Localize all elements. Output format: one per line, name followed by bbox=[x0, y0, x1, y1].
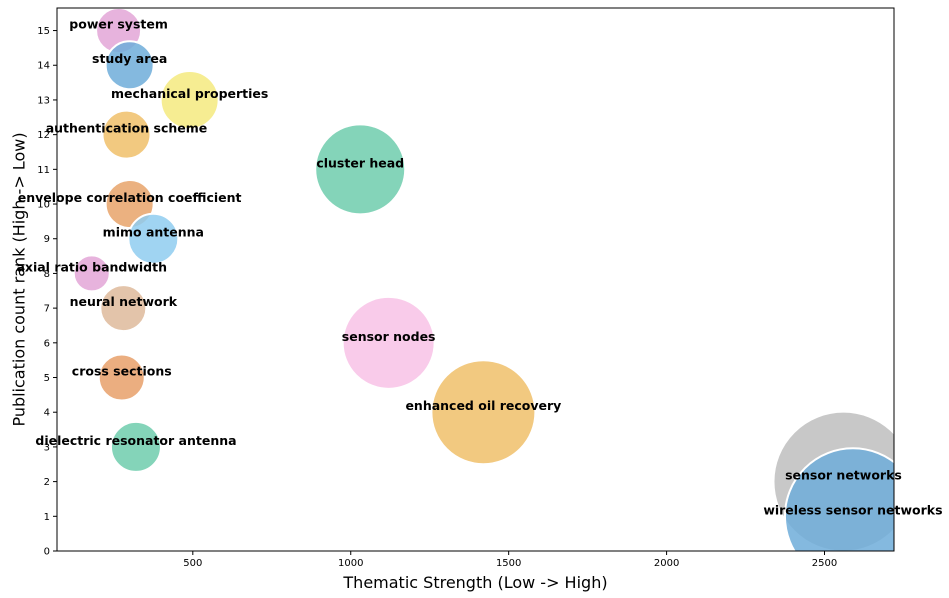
plot-frame bbox=[56, 7, 895, 552]
y-tick-label: 11 bbox=[37, 165, 50, 176]
x-tick-label: 2000 bbox=[654, 558, 679, 569]
bubble-label-cluster-head: cluster head bbox=[316, 155, 404, 170]
bubble-label-wireless-sensor-networks: wireless sensor networks bbox=[763, 502, 942, 517]
bubble-label-cross-sections: cross sections bbox=[72, 364, 172, 379]
y-tick-label: 12 bbox=[37, 130, 50, 141]
bubble-axial-ratio-bandwidth bbox=[72, 254, 111, 293]
bubble-cluster-head bbox=[314, 123, 407, 216]
bubble-neural-network bbox=[99, 284, 148, 333]
y-tick-label: 8 bbox=[44, 269, 50, 280]
bubble-mechanical-properties bbox=[159, 69, 220, 130]
y-tick-label: 4 bbox=[44, 408, 50, 419]
x-tick-label: 1500 bbox=[496, 558, 521, 569]
bubble-mimo-antenna bbox=[127, 212, 180, 265]
bubbles-layer bbox=[72, 8, 894, 551]
ticks-layer: 500 1000 1500 2000 2500012345678910111213141… bbox=[37, 26, 837, 569]
x-tick-label: 500 bbox=[183, 558, 202, 569]
bubble-label-study-area: study area bbox=[92, 51, 167, 66]
bubble-wireless-sensor-networks bbox=[783, 447, 894, 551]
x-axis-title: Thematic Strength (Low -> High) bbox=[342, 573, 607, 592]
bubble-label-dielectric-resonator-antenna: dielectric resonator antenna bbox=[35, 433, 236, 448]
bubble-label-envelope-correlation-coefficient: envelope correlation coefficient bbox=[18, 190, 242, 205]
bubble-label-sensor-networks: sensor networks bbox=[785, 468, 902, 483]
y-tick-label: 10 bbox=[37, 200, 50, 211]
labels-layer: power system study area mechanical propert… bbox=[16, 17, 942, 518]
bubble-label-neural-network: neural network bbox=[70, 294, 178, 309]
y-tick-label: 9 bbox=[44, 234, 50, 245]
bubble-sensor-nodes bbox=[341, 295, 436, 390]
y-tick-label: 14 bbox=[37, 61, 50, 72]
y-tick-label: 5 bbox=[44, 373, 50, 384]
bubble-label-mechanical-properties: mechanical properties bbox=[111, 86, 268, 101]
bubble-cross-sections bbox=[97, 353, 146, 402]
bubble-label-mimo-antenna: mimo antenna bbox=[103, 225, 204, 240]
bubble-label-enhanced-oil-recovery: enhanced oil recovery bbox=[405, 398, 561, 413]
x-tick-label: 2500 bbox=[812, 558, 837, 569]
bubble-label-axial-ratio-bandwidth: axial ratio bandwidth bbox=[16, 259, 167, 274]
bubble-label-power-system: power system bbox=[69, 17, 168, 32]
bubble-study-area bbox=[104, 40, 155, 91]
bubble-authentication-scheme bbox=[101, 109, 152, 160]
x-tick-label: 1000 bbox=[338, 558, 363, 569]
y-tick-label: 7 bbox=[44, 304, 50, 315]
y-tick-label: 1 bbox=[44, 512, 50, 523]
y-axis-title: Publication count rank (High -> Low) bbox=[10, 132, 29, 426]
bubble-dielectric-resonator-antenna bbox=[109, 420, 162, 473]
bubble-label-authentication-scheme: authentication scheme bbox=[46, 121, 208, 136]
bubble-enhanced-oil-recovery bbox=[430, 359, 537, 466]
bubble-label-sensor-nodes: sensor nodes bbox=[342, 329, 436, 344]
y-tick-label: 3 bbox=[44, 442, 50, 453]
y-tick-label: 6 bbox=[44, 338, 50, 349]
y-tick-label: 2 bbox=[44, 477, 50, 488]
y-tick-label: 0 bbox=[44, 547, 50, 558]
y-tick-label: 15 bbox=[37, 26, 50, 37]
y-tick-label: 13 bbox=[37, 95, 50, 106]
